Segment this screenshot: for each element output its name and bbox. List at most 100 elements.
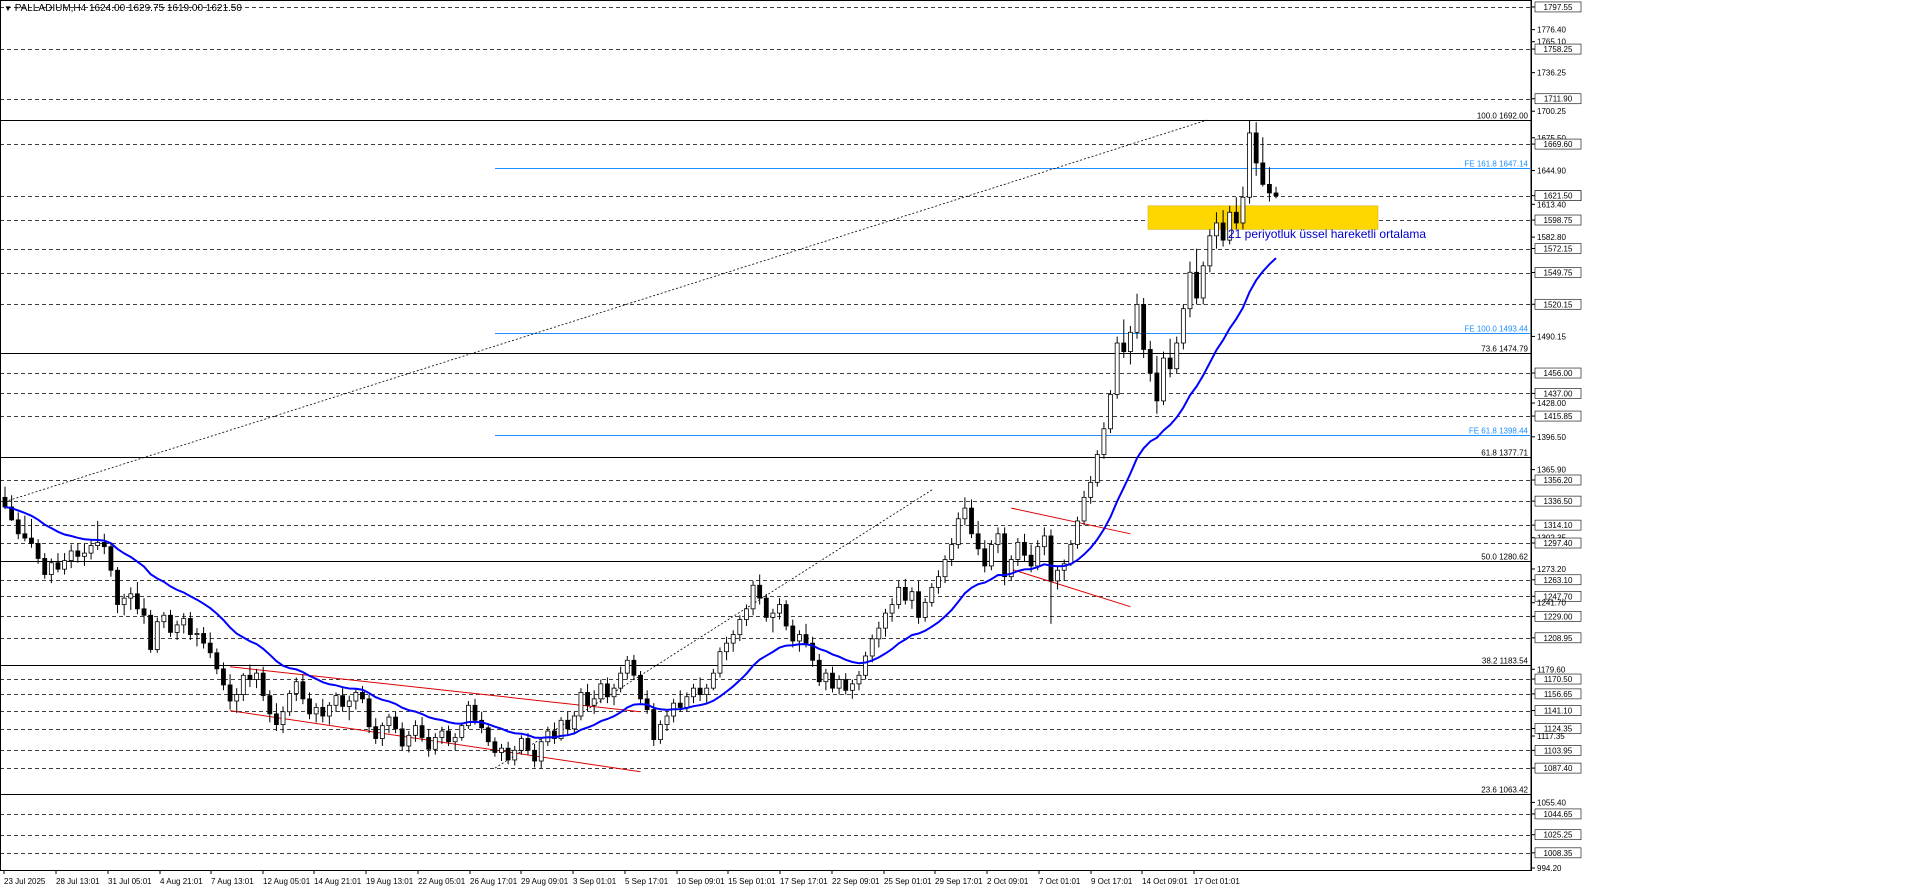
- bull-candle-body: [1035, 546, 1041, 567]
- bear-candle-body: [631, 659, 637, 676]
- fe-level-label: FE 100.0 1493.44: [1464, 325, 1528, 334]
- y-tick-box: [1534, 705, 1582, 716]
- bull-candle-body: [558, 719, 564, 739]
- channel-line: [1011, 507, 1131, 535]
- collapse-triangle-icon[interactable]: ▼: [4, 4, 12, 13]
- bull-candle-body: [386, 716, 392, 727]
- bear-candle-body: [816, 659, 822, 683]
- ema-annotation-label: 21 periyotluk üssel hareketli ortalama: [1228, 227, 1426, 241]
- bull-candle-body: [413, 725, 418, 736]
- bull-candle-body: [988, 544, 994, 567]
- bear-candle-body: [810, 642, 816, 661]
- bear-candle-body: [565, 719, 571, 730]
- bear-candle-body: [1028, 554, 1034, 567]
- bear-candle-body: [426, 737, 432, 750]
- bull-candle-body: [657, 724, 663, 740]
- bear-candle-body: [207, 642, 213, 654]
- x-tick-label: 3 Sep 01:01: [573, 877, 617, 886]
- bear-candle-body: [525, 738, 531, 751]
- bear-candle-body: [360, 692, 365, 700]
- y-tick-label: 1314.10: [1544, 521, 1573, 530]
- bull-candle-body: [1114, 342, 1120, 395]
- y-tick-label: 1765.10: [1537, 38, 1566, 47]
- y-tick-label: 1008.35: [1544, 849, 1573, 858]
- y-tick-box: [1534, 847, 1582, 859]
- x-tick-label: 14 Aug 21:01: [314, 877, 362, 886]
- bull-candle-body: [538, 741, 544, 762]
- bear-candle-body: [221, 668, 226, 686]
- bull-candle-body: [353, 692, 359, 702]
- y-tick-label: 1758.25: [1544, 45, 1573, 54]
- bear-candle-body: [267, 695, 273, 715]
- x-tick-label: 25 Sep 01:01: [884, 877, 932, 886]
- bear-candle-body: [472, 704, 478, 721]
- bear-candle-body: [1141, 304, 1147, 350]
- bear-candle-body: [1253, 132, 1259, 164]
- bear-candle-body: [677, 702, 683, 708]
- x-tick-label: 15 Sep 01:01: [728, 877, 776, 886]
- bear-candle-body: [532, 749, 537, 762]
- x-tick-label: 22 Aug 05:01: [418, 877, 466, 886]
- bull-candle-body: [962, 507, 968, 520]
- bear-candle-body: [1002, 533, 1008, 578]
- y-tick-box: [1534, 688, 1582, 700]
- bear-candle-body: [1273, 192, 1279, 197]
- fibonacci-levels: 100.0 1692.00 73.6 1474.79 61.8 1377.71 50.…: [0, 112, 1531, 795]
- y-tick-label: 1644.90: [1537, 167, 1566, 176]
- bear-candle-body: [1194, 271, 1199, 299]
- bull-candle-body: [499, 747, 504, 753]
- bull-candle-body: [1161, 357, 1166, 402]
- bull-candle-body: [313, 707, 319, 715]
- y-tick-label: 1572.15: [1544, 245, 1573, 254]
- bull-candle-body: [724, 642, 729, 653]
- y-tick-label: 1156.65: [1544, 690, 1573, 699]
- bull-candle-body: [459, 725, 465, 738]
- annotations: 21 periyotluk üssel hareketli ortalama: [1228, 227, 1426, 241]
- y-tick-box: [1534, 574, 1582, 586]
- y-tick-label: 1247.70: [1544, 592, 1573, 601]
- bull-candle-body: [1041, 535, 1047, 548]
- bear-candle-body: [1167, 357, 1173, 370]
- x-tick-label: 29 Aug 09:01: [521, 877, 569, 886]
- bear-candle-body: [605, 683, 610, 698]
- bull-candle-body: [1015, 541, 1021, 560]
- bull-candle-body: [432, 737, 438, 750]
- bull-candle-body: [174, 624, 180, 633]
- bull-candle-body: [856, 674, 862, 685]
- bear-candle-body: [638, 674, 643, 700]
- y-tick-box: [1534, 611, 1582, 622]
- bear-candle-body: [479, 719, 485, 729]
- bull-candle-body: [1088, 481, 1094, 498]
- channel-line: [1011, 568, 1131, 608]
- ohlc-readout: 1624.00 1629.75 1619.00 1621.50: [89, 3, 242, 14]
- bull-candle-body: [280, 711, 286, 725]
- y-tick-box: [1534, 745, 1582, 756]
- x-tick-label: 4 Aug 21:01: [160, 877, 203, 886]
- bear-candle-body: [492, 741, 498, 753]
- bull-candle-body: [254, 672, 259, 680]
- y-tick-label: 1396.50: [1537, 433, 1566, 442]
- bear-candle-body: [975, 533, 981, 550]
- bear-candle-body: [902, 586, 908, 601]
- y-tick-label: 1736.25: [1537, 69, 1566, 78]
- bear-candle-body: [247, 674, 253, 680]
- bull-candle-body: [876, 627, 882, 640]
- y-tick-label: 1141.10: [1544, 707, 1573, 716]
- bear-candle-body: [1267, 183, 1272, 194]
- bull-candle-body: [293, 681, 299, 694]
- fib-level-label: 23.6 1063.42: [1481, 786, 1528, 795]
- bear-candle-body: [22, 533, 28, 539]
- bull-candle-body: [863, 655, 868, 676]
- bull-candle-body: [664, 715, 670, 725]
- y-tick-label: 1613.40: [1537, 200, 1566, 209]
- bull-candle-body: [1101, 428, 1107, 455]
- bull-candle-body: [1068, 544, 1074, 565]
- bear-candle-body: [757, 584, 763, 599]
- bull-candle-body: [598, 683, 604, 700]
- y-tick-box: [1534, 632, 1582, 644]
- y-tick-label: 1598.75: [1544, 216, 1573, 225]
- x-tick-label: 31 Jul 05:01: [108, 877, 152, 886]
